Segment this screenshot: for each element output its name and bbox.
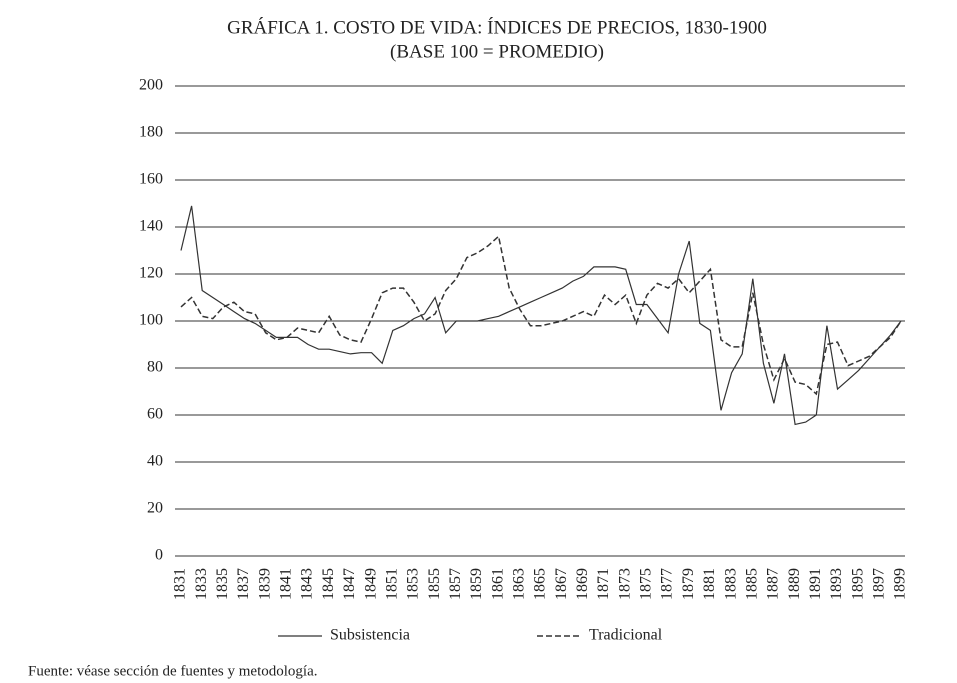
y-tick-label: 140 [139,218,163,235]
x-tick-label: 1863 [510,568,527,600]
x-tick-label: 1857 [447,568,464,600]
x-tick-label: 1899 [892,568,909,600]
x-tick-label: 1883 [722,568,739,600]
y-tick-label: 200 [139,77,163,94]
x-tick-label: 1877 [659,568,676,600]
x-tick-label: 1847 [341,568,358,600]
legend-label: Tradicional [589,627,663,644]
x-tick-label: 1867 [553,568,570,600]
x-tick-label: 1881 [701,568,718,600]
x-tick-label: 1837 [235,568,252,600]
chart-title: GRÁFICA 1. COSTO DE VIDA: ÍNDICES DE PRE… [227,16,767,38]
x-tick-label: 1891 [807,568,824,600]
x-tick-label: 1879 [680,568,697,600]
x-tick-label: 1851 [383,568,400,600]
x-tick-label: 1865 [532,568,549,600]
y-tick-label: 60 [147,406,163,423]
x-tick-label: 1893 [828,568,845,600]
x-tick-label: 1871 [595,568,612,600]
x-tick-label: 1887 [765,568,782,600]
x-tick-label: 1831 [172,568,189,600]
legend-label: Subsistencia [330,627,410,644]
series-line [180,205,902,426]
y-tick-label: 0 [155,547,163,564]
chart-subtitle: (BASE 100 = PROMEDIO) [390,41,604,62]
y-tick-label: 100 [139,312,163,329]
x-tick-label: 1889 [786,568,803,600]
series-line [180,234,902,396]
y-tick-label: 80 [147,359,163,376]
x-tick-label: 1873 [616,568,633,600]
x-tick-label: 1885 [743,568,760,600]
y-tick-label: 20 [147,500,163,517]
x-tick-label: 1843 [299,568,316,600]
x-tick-label: 1897 [870,568,887,600]
x-tick-label: 1845 [320,568,337,600]
x-tick-label: 1835 [214,568,231,600]
x-tick-label: 1849 [362,568,379,600]
x-tick-label: 1861 [489,568,506,600]
x-tick-label: 1839 [256,568,273,600]
x-tick-label: 1855 [426,568,443,600]
y-tick-label: 180 [139,124,163,141]
y-tick-label: 40 [147,453,163,470]
y-tick-label: 160 [139,171,163,188]
x-tick-label: 1841 [278,568,295,600]
x-tick-label: 1869 [574,568,591,600]
x-tick-label: 1853 [405,568,422,600]
x-tick-label: 1833 [193,568,210,600]
x-tick-label: 1875 [638,568,655,600]
x-tick-label: 1859 [468,568,485,600]
x-tick-label: 1895 [849,568,866,600]
y-tick-label: 120 [139,265,163,282]
source-note: Fuente: véase sección de fuentes y metod… [28,663,318,679]
